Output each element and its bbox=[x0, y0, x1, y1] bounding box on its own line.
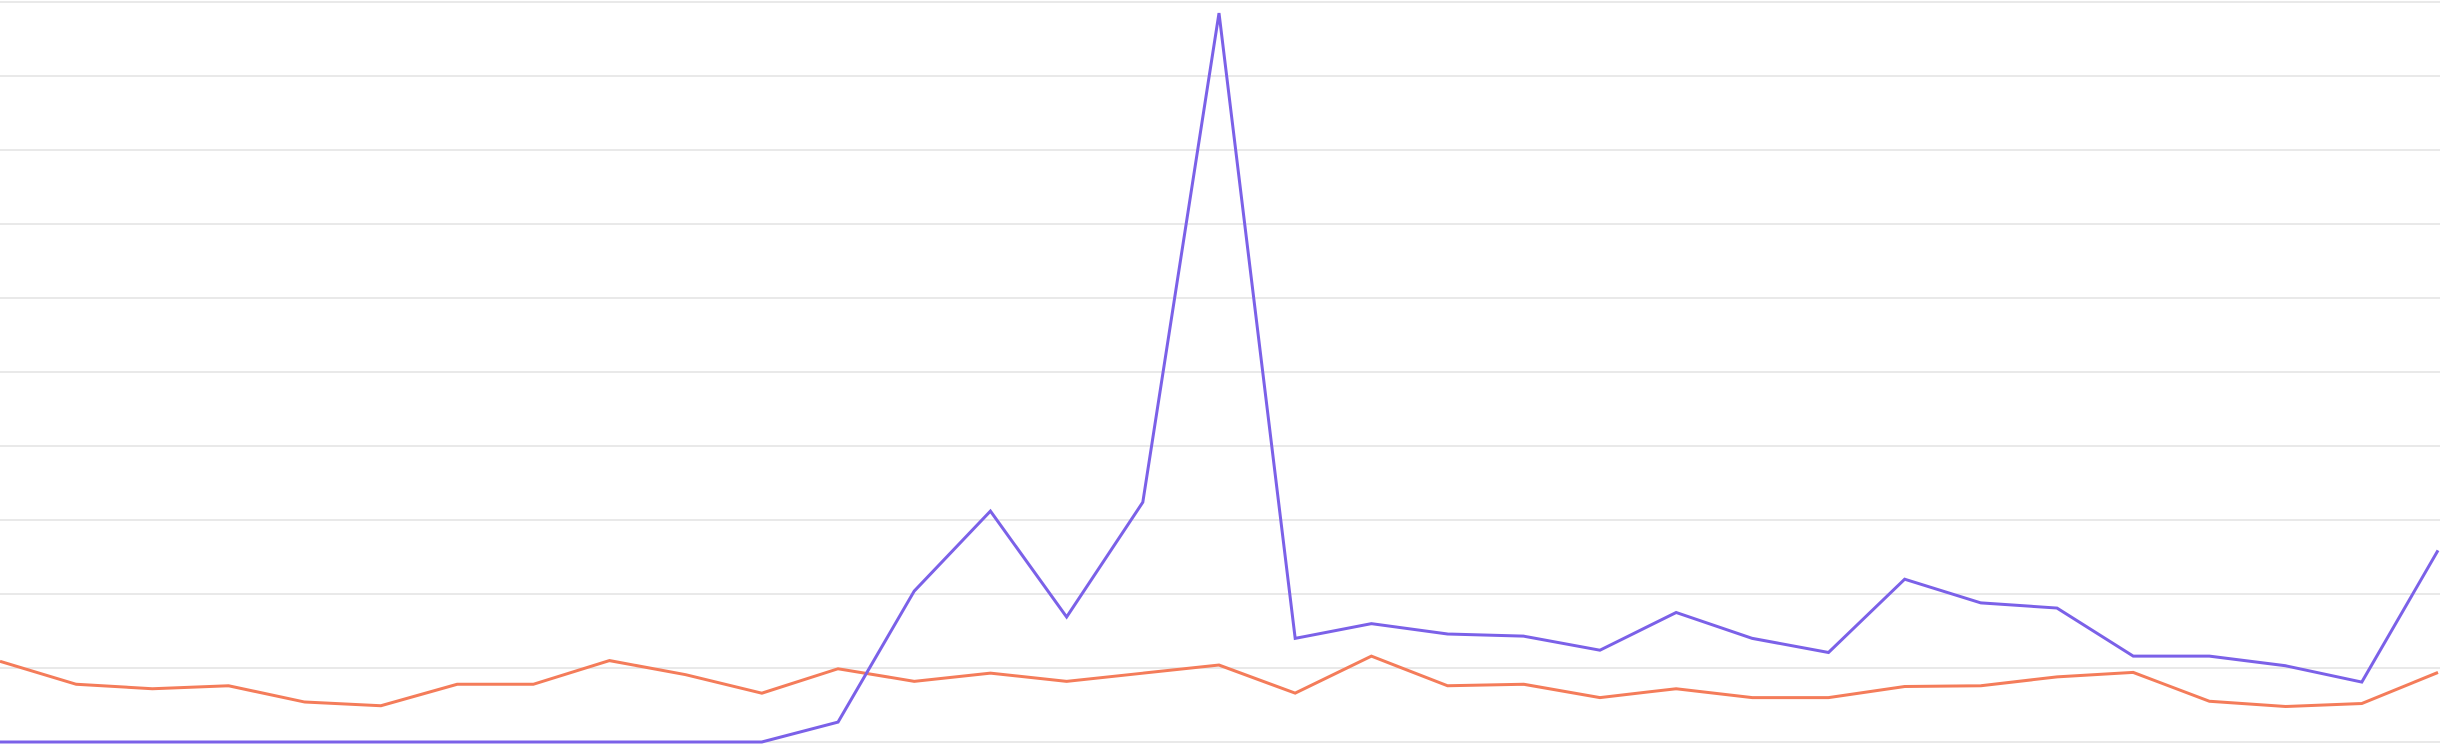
series-line bbox=[0, 12, 2440, 744]
series-line bbox=[0, 654, 2439, 708]
